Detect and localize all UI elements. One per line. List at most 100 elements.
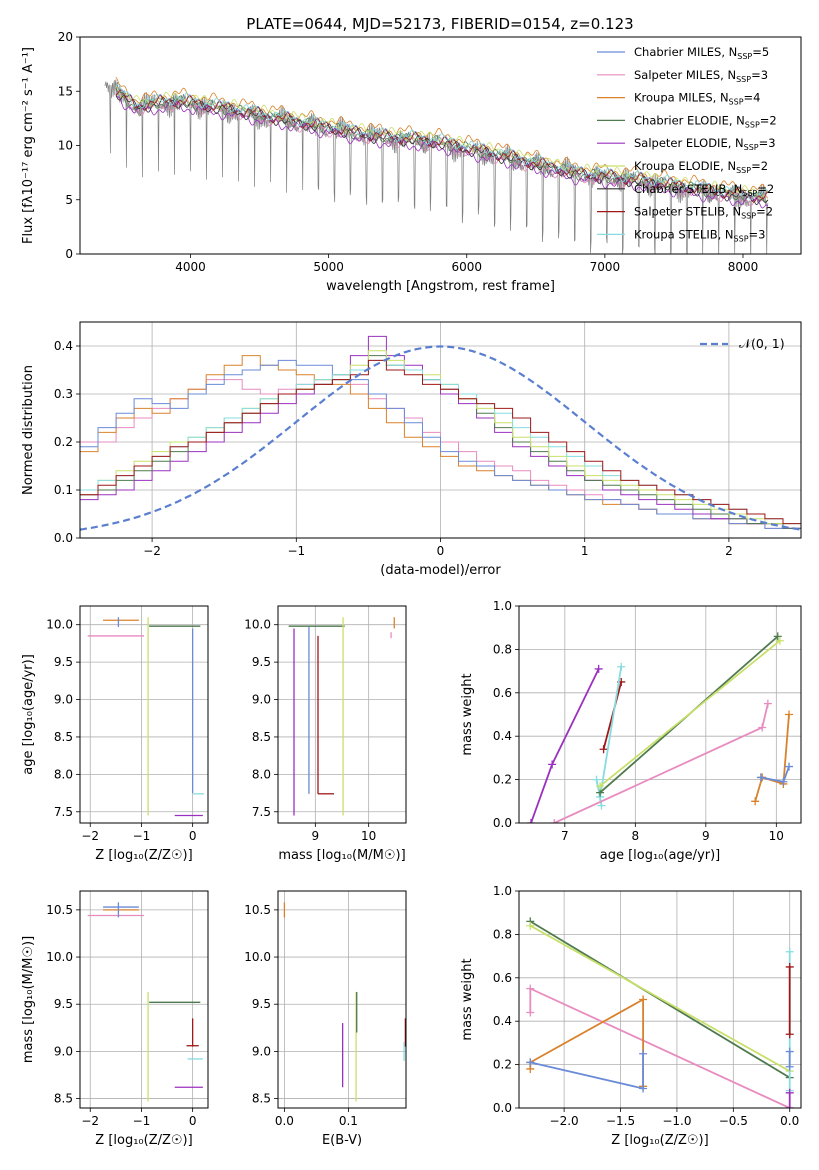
legend-entry: Kroupa MILES, NSSP=4 <box>634 91 760 107</box>
y-tick-label: 9.5 <box>54 997 73 1011</box>
y-tick-label: 9.5 <box>252 997 271 1011</box>
x-tick-label: 7000 <box>590 260 621 274</box>
x-tick-label: 0 <box>189 829 197 843</box>
y-tick-label: 9.0 <box>252 693 271 707</box>
data-point <box>756 773 765 782</box>
plot-area <box>283 902 406 1102</box>
x-tick-label: 0.1 <box>339 1114 358 1128</box>
y-tick-label: 0.8 <box>493 642 512 656</box>
x-tick-label: −1 <box>287 544 305 558</box>
y-tick-label: 1.0 <box>493 884 512 898</box>
data-point <box>592 775 601 784</box>
legend-entry-text: Salpeter ELODIE, N <box>634 136 744 150</box>
x-tick-label: −1.5 <box>606 1114 635 1128</box>
legend-entry-text: Kroupa ELODIE, N <box>634 159 736 173</box>
y-tick-label: 9.0 <box>54 693 73 707</box>
model-spectrum-line <box>115 76 769 195</box>
residuals-panel: −2 −1 0 1 2 0.0 0.1 0.2 0.3 0.4 (data-model)/error… <box>21 321 802 578</box>
x-tick-label: 9 <box>312 829 320 843</box>
data-point <box>775 636 784 645</box>
y-tick-label: 5 <box>65 193 73 207</box>
legend-entry-text: Chabrier ELODIE, N <box>634 113 745 127</box>
x-tick-label: 4000 <box>175 260 206 274</box>
x-tick-label: −1.0 <box>662 1114 691 1128</box>
y-tick-label: 20 <box>58 30 73 44</box>
y-tick-label: 0.2 <box>54 435 73 449</box>
legend-entry-text: Salpeter MILES, N <box>634 68 736 82</box>
weight-vs-Z-panel: −2.0 −1.5 −1.0 −0.5 0.0 0.0 0.2 0.4 0.6 0.8 1.0 Z [… <box>460 884 802 1148</box>
data-point <box>779 777 788 786</box>
x-axis-label: Z [log₁₀(Z/Z☉)] <box>95 848 192 863</box>
data-point <box>548 760 557 769</box>
y-tick-label: 0.0 <box>493 1101 512 1115</box>
legend-entry-sub: SSP <box>736 166 751 175</box>
x-tick-label: 5000 <box>313 260 344 274</box>
x-tick-label: 10 <box>769 829 784 843</box>
y-tick-label: 0.4 <box>493 729 512 743</box>
model-spectrum-line <box>115 89 769 203</box>
x-tick-label: −0.5 <box>719 1114 748 1128</box>
y-axis-label: mass [log₁₀(M/M☉)] <box>21 936 36 1063</box>
y-tick-label: 10.0 <box>46 618 73 632</box>
legend-entry-text: Chabrier STELIB, N <box>634 182 742 196</box>
y-tick-label: 7.5 <box>252 805 271 819</box>
x-tick-label: −1 <box>133 1114 151 1128</box>
y-tick-label: 7.5 <box>54 805 73 819</box>
legend-entry-sub: SSP <box>745 120 760 129</box>
age-vs-Z-panel: −2 −1 0 7.5 8.0 8.5 9.0 9.5 10.0 Z [log₁₀(Z/Z☉)] a… <box>21 605 209 863</box>
weight-line <box>529 920 791 1079</box>
x-axis-label: mass [log₁₀(M/M☉)] <box>278 848 405 863</box>
legend-entry: 𝒩(0, 1) <box>739 336 785 351</box>
y-axis-label: Flux [fλ10⁻¹⁷ erg cm⁻² s⁻¹ A⁻¹] <box>21 47 36 244</box>
y-tick-label: 0.2 <box>493 773 512 787</box>
x-axis-label: E(B-V) <box>322 1133 362 1148</box>
plot-area <box>87 617 204 817</box>
data-point <box>526 921 535 930</box>
plot-area <box>87 902 203 1102</box>
y-tick-label: 0.3 <box>54 387 73 401</box>
weight-line <box>599 640 781 787</box>
data-point <box>785 710 794 719</box>
data-point <box>758 723 767 732</box>
legend-entry-text: Kroupa MILES, N <box>634 91 729 105</box>
y-tick-label: 0 <box>65 247 73 261</box>
axes-frame <box>277 605 407 824</box>
x-axis-label: Z [log₁₀(Z/Z☉)] <box>611 1133 708 1148</box>
legend-entry-tail: =3 <box>751 68 768 82</box>
x-axis-label: wavelength [Angstrom, rest frame] <box>326 279 555 294</box>
x-tick-label: −2.0 <box>550 1114 579 1128</box>
mass-vs-Z-panel: −2 −1 0 8.5 9.0 9.5 10.0 10.5 Z [log₁₀(Z/Z☉)] mas… <box>21 890 209 1148</box>
x-axis-label: age [log₁₀(age/yr)] <box>600 848 721 863</box>
weight-line <box>529 924 791 1072</box>
data-point <box>639 995 648 1004</box>
legend-entry-sub: SSP <box>737 52 752 61</box>
y-axis-label: Normed distribution <box>21 365 36 495</box>
y-tick-label: 9.5 <box>252 655 271 669</box>
x-tick-label: −2 <box>143 544 161 558</box>
y-tick-label: 10.0 <box>46 950 73 964</box>
x-tick-label: 8 <box>632 829 640 843</box>
data-point <box>785 1104 794 1108</box>
figure-title: PLATE=0644, MJD=52173, FIBERID=0154, z=0… <box>246 15 633 33</box>
y-tick-label: 0.0 <box>493 816 512 830</box>
legend-entry-text: Salpeter STELIB, N <box>634 205 741 219</box>
axes-frame <box>277 890 407 1109</box>
x-tick-label: 1 <box>581 544 589 558</box>
y-tick-label: 0.4 <box>54 339 73 353</box>
plot-area <box>80 335 801 531</box>
plot-area <box>526 632 794 823</box>
age-vs-mass-panel: 9 10 7.5 8.0 8.5 9.0 9.5 10.0 mass [log₁₀(M/M☉)] <box>244 605 407 863</box>
x-tick-label: 0 <box>189 1114 197 1128</box>
legend-entry-text: Kroupa STELIB, N <box>634 227 734 241</box>
y-tick-label: 0.2 <box>493 1058 512 1072</box>
y-tick-label: 0.8 <box>493 927 512 941</box>
weight-vs-age-panel: 7 8 9 10 0.0 0.2 0.4 0.6 0.8 1.0 age [log₁₀(age/yr… <box>460 599 802 863</box>
y-tick-label: 9.5 <box>54 655 73 669</box>
plot-area <box>526 917 794 1108</box>
legend-entry-sub: SSP <box>742 189 757 198</box>
y-tick-label: 0.6 <box>493 686 512 700</box>
data-point <box>785 962 794 971</box>
legend-entry-text: Chabrier MILES, N <box>634 45 737 59</box>
axes-frame <box>518 605 802 824</box>
data-point <box>639 1049 648 1058</box>
